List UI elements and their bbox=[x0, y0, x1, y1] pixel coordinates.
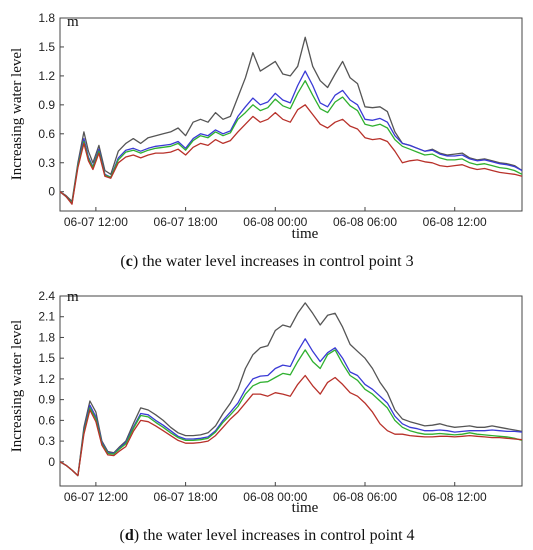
y-unit-d: m bbox=[67, 289, 79, 305]
x-tick-label: 06-07 18:00 bbox=[154, 215, 218, 229]
x-tick-labels-d: 06-07 12:00 06-07 18:00 06-08 00:00 06-08 0… bbox=[64, 490, 487, 504]
x-tick-label: 06-07 18:00 bbox=[154, 490, 218, 504]
y-tick-label: 2.4 bbox=[38, 289, 55, 303]
y-tick-label: 1.8 bbox=[38, 330, 55, 344]
chart-panel-d: 00.30.60.91.21.51.82.12.4 06-07 12:00 06-… bbox=[9, 289, 523, 544]
series-line-4 bbox=[59, 374, 523, 477]
caption-letter-d: d bbox=[125, 527, 134, 544]
y-tick-label: 0 bbox=[48, 185, 55, 199]
x-tick-label: 06-08 12:00 bbox=[423, 490, 487, 504]
x-tick-label: 06-08 12:00 bbox=[423, 215, 487, 229]
y-tick-label: 1.5 bbox=[38, 351, 55, 365]
x-tick-label: 06-07 12:00 bbox=[64, 215, 128, 229]
x-tick-label: 06-07 12:00 bbox=[64, 490, 128, 504]
series-line-1 bbox=[59, 302, 523, 477]
plot-frame-d bbox=[59, 295, 523, 487]
chart-panel-c: 0 0.3 0.6 0.9 1.2 1.5 1.8 06-07 12:00 06-07 18:… bbox=[9, 11, 523, 270]
y-tick-label: 0 bbox=[48, 455, 55, 469]
x-tick-label: 06-08 06:00 bbox=[333, 490, 397, 504]
y-tick-label: 0.9 bbox=[38, 98, 55, 112]
y-tick-label: 0.3 bbox=[38, 434, 55, 448]
y-tick-label: 1.2 bbox=[38, 372, 55, 386]
series-line-1 bbox=[59, 36, 523, 202]
y-tick-labels-d: 0 0.3 0.6 0.9 1.2 1.5 1.8 2.1 2.4 bbox=[38, 289, 55, 469]
series-lines-c bbox=[59, 36, 523, 205]
tick-marks-d bbox=[60, 295, 456, 486]
caption-c: (c) the water level increases in control… bbox=[120, 253, 413, 270]
x-axis-label-c: time bbox=[292, 226, 319, 242]
x-tick-label: 06-08 00:00 bbox=[243, 215, 307, 229]
series-line-2 bbox=[59, 70, 523, 204]
y-tick-label: 1.5 bbox=[38, 40, 55, 54]
y-tick-label: 0.3 bbox=[38, 156, 55, 170]
y-tick-label: 0.6 bbox=[38, 413, 55, 427]
series-line-3 bbox=[59, 80, 523, 204]
y-unit-c: m bbox=[67, 14, 79, 30]
caption-d: (d) the water level increases in control… bbox=[119, 527, 414, 544]
x-axis-label-d: time bbox=[292, 500, 319, 516]
series-line-3 bbox=[59, 349, 523, 477]
y-tick-label: 1.8 bbox=[38, 11, 55, 25]
tick-marks-c bbox=[60, 17, 456, 211]
plot-frame-c bbox=[59, 17, 523, 212]
y-tick-label: 0.6 bbox=[38, 127, 55, 141]
caption-letter-c: c bbox=[126, 253, 133, 270]
x-tick-labels-c: 06-07 12:00 06-07 18:00 06-08 00:00 06-08 0… bbox=[64, 215, 487, 229]
caption-text-c: the water level increases in control poi… bbox=[138, 253, 413, 270]
y-tick-labels-c: 0 0.3 0.6 0.9 1.2 1.5 1.8 bbox=[38, 11, 55, 199]
caption-text-d: the water level increases in control poi… bbox=[139, 527, 414, 544]
series-line-4 bbox=[59, 104, 523, 205]
series-lines-d bbox=[59, 302, 523, 477]
y-tick-label: 2.1 bbox=[38, 310, 55, 324]
y-axis-label-c: Increasing water level bbox=[9, 48, 25, 180]
x-tick-label: 06-08 06:00 bbox=[333, 215, 397, 229]
y-tick-label: 0.9 bbox=[38, 393, 55, 407]
y-axis-label-d: Increasing water level bbox=[9, 320, 25, 452]
series-line-2 bbox=[59, 338, 523, 477]
x-tick-label: 06-08 00:00 bbox=[243, 490, 307, 504]
y-tick-label: 1.2 bbox=[38, 69, 55, 83]
